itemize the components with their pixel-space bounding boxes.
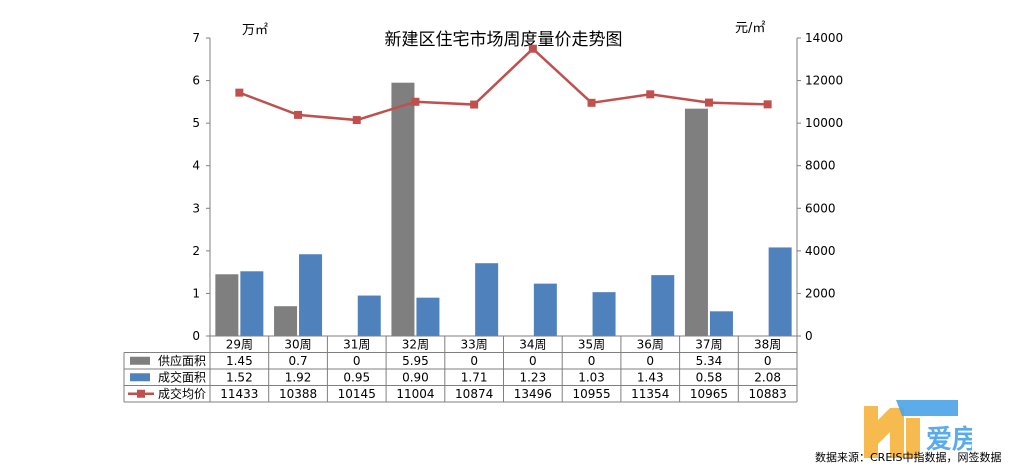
category-label: 37周 [695,338,722,352]
data-label: 0.90 [402,371,429,385]
data-label: 0 [529,354,537,368]
data-label: 10145 [338,387,376,401]
point-成交均价 [235,88,244,97]
data-label: 11004 [396,387,434,401]
left-tick-label: 0 [192,329,200,343]
data-label: 1.23 [519,371,546,385]
category-label: 30周 [284,338,311,352]
bar-成交面积 [533,283,557,336]
bar-成交面积 [416,297,440,336]
data-label: 1.52 [226,371,253,385]
category-label: 34周 [519,338,546,352]
legend-key-marker-成交均价 [137,389,145,398]
data-label: 0.58 [696,371,723,385]
left-tick-label: 2 [192,244,200,258]
data-label: 0 [588,354,596,368]
category-label: 29周 [226,338,253,352]
bar-供应面积 [684,108,708,336]
line-成交均价 [238,47,768,122]
legend-key-供应面积 [130,356,150,365]
bar-成交面积 [592,292,616,336]
legend-label: 成交面积 [158,370,206,385]
data-label: 10955 [572,387,610,401]
point-成交均价 [646,90,655,99]
data-label: 11354 [631,387,669,401]
data-label: 0 [646,354,654,368]
data-label: 1.92 [285,371,312,385]
data-label: 0 [764,354,772,368]
bar-供应面积 [274,306,298,336]
right-tick-label: 0 [805,329,813,343]
data-label: 2.08 [754,371,781,385]
right-tick-label: 12000 [805,74,843,88]
point-成交均价 [470,100,479,109]
bar-成交面积 [299,254,323,336]
chart-title: 新建区住宅市场周度量价走势图 [385,30,623,50]
left-tick-label: 7 [192,31,200,45]
category-label: 33周 [461,338,488,352]
right-tick-label: 10000 [805,116,843,130]
data-label: 5.34 [696,354,723,368]
left-tick-label: 1 [192,286,200,300]
right-tick-label: 2000 [805,286,836,300]
point-成交均价 [528,44,537,53]
left-tick-label: 6 [192,74,200,88]
right-axis-unit: 元/㎡ [735,21,765,36]
point-成交均价 [763,100,772,109]
bar-供应面积 [215,274,239,336]
point-成交均价 [704,98,713,107]
bar-成交面积 [357,295,381,336]
data-label: 11433 [220,387,258,401]
point-成交均价 [587,98,596,107]
legend-label: 成交均价 [158,386,206,401]
data-source: 数据来源：CREIS中指数据，网签数据 [815,451,1002,464]
category-label: 35周 [578,338,605,352]
data-label: 1.71 [461,371,488,385]
bar-成交面积 [240,271,264,336]
category-label: 38周 [754,338,781,352]
data-label: 5.95 [402,354,429,368]
data-label: 1.43 [637,371,664,385]
data-label: 13496 [514,387,552,401]
left-tick-label: 3 [192,201,200,215]
left-tick-label: 4 [192,159,200,173]
category-label: 36周 [637,338,664,352]
data-label: 10874 [455,387,493,401]
aifang-logo: 爱房 [862,398,978,460]
bar-供应面积 [391,82,415,336]
left-tick-label: 5 [192,116,200,130]
bar-成交面积 [768,247,792,336]
data-label: 0.7 [289,354,308,368]
point-成交均价 [294,110,303,119]
bar-成交面积 [651,275,675,336]
point-成交均价 [352,116,361,125]
right-tick-label: 14000 [805,31,843,45]
point-成交均价 [411,97,420,106]
category-label: 32周 [402,338,429,352]
bar-成交面积 [475,263,499,336]
right-tick-label: 6000 [805,201,836,215]
bar-成交面积 [709,311,733,336]
data-label: 10965 [690,387,728,401]
data-label: 0 [353,354,361,368]
data-label: 10388 [279,387,317,401]
data-label: 1.03 [578,371,605,385]
data-label: 0.95 [343,371,370,385]
data-label: 1.45 [226,354,253,368]
legend-label: 供应面积 [158,353,206,368]
right-tick-label: 8000 [805,159,836,173]
legend-key-成交面积 [130,373,150,382]
left-axis-unit: 万㎡ [242,23,268,38]
right-tick-label: 4000 [805,244,836,258]
data-label: 10883 [749,387,787,401]
svg-text:爱房: 爱房 [926,425,972,455]
data-label: 0 [470,354,478,368]
category-label: 31周 [343,338,370,352]
